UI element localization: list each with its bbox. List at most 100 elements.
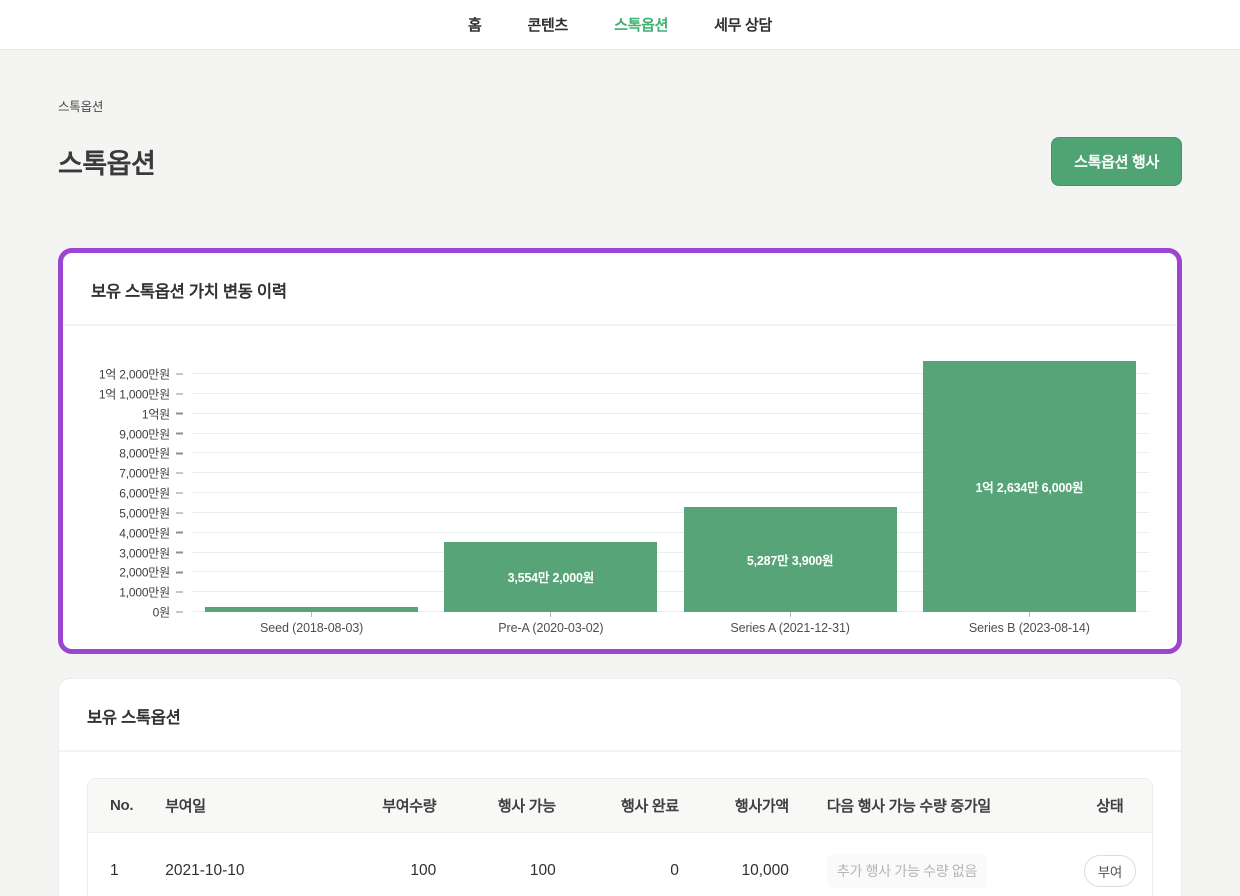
chart-gridline xyxy=(192,452,1149,454)
bar-Pre-A (2020-03-02)[interactable]: 3,554만 2,000원 xyxy=(444,541,658,612)
y-axis-tick: 1억 1,000만원 xyxy=(99,385,183,402)
x-tick-mark xyxy=(311,612,313,617)
column-header-exercisable: 행사 가능 xyxy=(497,798,556,815)
chart-plot: 3,554만 2,000원 5,287만 3,900원 1억 2,634만 6,00… xyxy=(192,360,1149,612)
y-tick-dash xyxy=(176,492,183,494)
chart-gridline xyxy=(192,571,1149,573)
table-header-row: No. 부여일 부여수량 행사 가능 행사 완료 행사가액 다음 행사 가능 수… xyxy=(88,779,1152,833)
x-axis-label-slot: Series B (2023-08-14) xyxy=(910,612,1149,635)
bar-Series B (2023-08-14)[interactable]: 1억 2,634만 6,000원 xyxy=(922,361,1136,612)
column-header-granted-qty: 부여수량 xyxy=(382,798,437,815)
bar-value-label: 5,287만 3,900원 xyxy=(746,554,834,569)
y-tick-dash xyxy=(176,472,183,474)
table-cell: 2021-10-10 xyxy=(149,832,339,896)
chart-x-axis: Seed (2018-08-03) Pre-A (2020-03-02) Serie… xyxy=(192,612,1149,635)
y-tick-dash xyxy=(176,611,183,613)
chart-gridline xyxy=(192,472,1149,474)
chart-card-title: 보유 스톡옵션 가치 변동 이력 xyxy=(91,283,287,301)
y-tick-dash xyxy=(176,531,183,534)
column-header-status: 상태 xyxy=(1096,798,1124,815)
y-axis-tick: 7,000만원 xyxy=(119,465,183,482)
breadcrumb: 스톡옵션 xyxy=(58,100,104,114)
x-tick-mark xyxy=(789,612,791,617)
y-axis-tick: 9,000만원 xyxy=(119,425,183,442)
page-container: 스톡옵션 스톡옵션 스톡옵션 행사 보유 스톡옵션 가치 변동 이력 0원 1,0… xyxy=(58,96,1182,896)
column-header-no: No. xyxy=(110,797,134,814)
top-navigation: 홈 콘텐츠 스톡옵션 세무 상담 xyxy=(0,0,1240,50)
y-tick-dash xyxy=(176,571,183,574)
table-cell: 1 xyxy=(88,832,150,896)
y-tick-dash xyxy=(176,373,183,375)
y-tick-dash xyxy=(176,551,183,554)
x-axis-label-slot: Pre-A (2020-03-02) xyxy=(431,612,670,635)
table-body: 1 2021-10-10 100 100 0 10,000 추가 행사 가능 수량 없음 부여 xyxy=(88,832,1152,896)
y-axis-tick: 3,000만원 xyxy=(119,544,183,561)
no-additional-quantity-label: 추가 행사 가능 수량 없음 xyxy=(826,854,988,888)
column-header-next-increase-date: 다음 행사 가능 수량 증가일 xyxy=(826,798,991,815)
bar-Series A (2021-12-31)[interactable]: 5,287만 3,900원 xyxy=(683,507,897,612)
stock-options-table: No. 부여일 부여수량 행사 가능 행사 완료 행사가액 다음 행사 가능 수… xyxy=(88,779,1152,896)
table-cell: 10,000 xyxy=(694,832,805,896)
x-axis-label: Seed (2018-08-03) xyxy=(260,621,364,635)
chart-gridline xyxy=(192,373,1149,374)
y-axis-tick: 1,000만원 xyxy=(119,584,183,601)
nav-item-tax-consulting[interactable]: 세무 상담 xyxy=(714,17,772,34)
bar-Seed (2018-08-03)[interactable] xyxy=(205,607,419,612)
bar-value-label: 3,554만 2,000원 xyxy=(507,571,595,586)
exercise-stock-option-button[interactable]: 스톡옵션 행사 xyxy=(1051,137,1182,186)
bar-slot: 1억 2,634만 6,000원 xyxy=(910,360,1149,612)
y-axis-tick: 1억원 xyxy=(142,405,183,422)
y-axis-tick: 6,000만원 xyxy=(119,485,183,502)
y-tick-dash xyxy=(176,512,183,514)
chart-gridline xyxy=(192,511,1149,513)
x-axis-label: Series B (2023-08-14) xyxy=(968,621,1090,635)
table-cell: 100 xyxy=(338,832,453,896)
y-axis-tick: 2,000만원 xyxy=(119,564,183,581)
y-axis-tick: 0원 xyxy=(153,604,183,621)
chart-gridline xyxy=(192,551,1149,553)
y-tick-dash xyxy=(176,452,183,455)
bar-value-label: 1억 2,634만 6,000원 xyxy=(975,481,1084,496)
column-header-exercised: 행사 완료 xyxy=(621,798,679,815)
x-axis-label: Pre-A (2020-03-02) xyxy=(498,621,604,635)
nav-item-home[interactable]: 홈 xyxy=(468,17,482,34)
y-tick-dash xyxy=(176,393,183,395)
table-card-title: 보유 스톡옵션 xyxy=(87,709,181,727)
bar-slot: 3,554만 2,000원 xyxy=(431,360,670,612)
page-head: 스톡옵션 스톡옵션 스톡옵션 행사 xyxy=(58,96,1182,186)
x-axis-label-slot: Series A (2021-12-31) xyxy=(671,612,910,635)
held-stock-options-card: 보유 스톡옵션 No. 부여일 부여수량 행사 가능 행사 완료 행사가액 다음… xyxy=(58,678,1182,896)
x-axis-label-slot: Seed (2018-08-03) xyxy=(192,612,431,635)
nav-item-stock-options[interactable]: 스톡옵션 xyxy=(614,17,669,34)
cell-status: 부여 xyxy=(1067,832,1152,896)
x-axis-label: Series A (2021-12-31) xyxy=(730,621,850,635)
y-tick-dash xyxy=(176,412,183,415)
chart-bars: 3,554만 2,000원 5,287만 3,900원 1억 2,634만 6,00… xyxy=(192,360,1149,612)
status-badge: 부여 xyxy=(1083,855,1136,887)
x-tick-mark xyxy=(1028,612,1030,617)
cell-next-increase-date: 추가 행사 가능 수량 없음 xyxy=(804,832,1068,896)
chart-gridline xyxy=(192,412,1149,414)
table-card-divider xyxy=(59,750,1181,752)
bar-slot: 5,287만 3,900원 xyxy=(671,360,910,612)
chart-plot-column: 3,554만 2,000원 5,287만 3,900원 1억 2,634만 6,00… xyxy=(192,360,1149,635)
table-row[interactable]: 1 2021-10-10 100 100 0 10,000 추가 행사 가능 수량 없음 부여 xyxy=(88,832,1152,896)
y-axis-tick: 5,000만원 xyxy=(119,504,183,521)
chart-card-divider xyxy=(63,324,1177,326)
chart-gridline xyxy=(192,392,1149,394)
y-axis-tick: 1억 2,000만원 xyxy=(99,366,183,383)
chart-gridline xyxy=(192,611,1149,612)
y-tick-dash xyxy=(176,591,183,593)
chart-gridline xyxy=(192,432,1149,434)
column-header-grant-date: 부여일 xyxy=(165,798,206,815)
y-axis-tick: 8,000만원 xyxy=(119,445,183,462)
y-axis-tick: 4,000만원 xyxy=(119,524,183,541)
table-cell: 100 xyxy=(452,832,572,896)
page-title: 스톡옵션 xyxy=(58,149,156,179)
nav-item-contents[interactable]: 콘텐츠 xyxy=(527,17,569,34)
chart-gridline xyxy=(192,492,1149,493)
y-tick-dash xyxy=(176,432,183,435)
bar-chart: 0원 1,000만원 2,000만원 3,000만원 4,000만원 5,000만원 6,0… xyxy=(63,326,1177,649)
chart-gridline xyxy=(192,591,1149,593)
x-tick-mark xyxy=(550,612,552,617)
